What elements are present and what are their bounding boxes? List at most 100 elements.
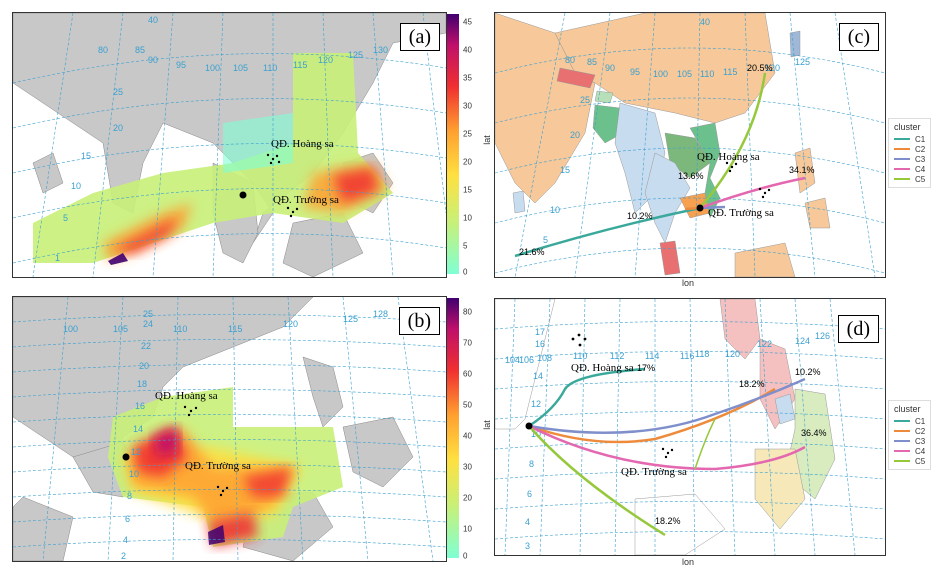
hoang-sa-islands bbox=[266, 153, 281, 165]
trajectory-c1 bbox=[528, 367, 646, 428]
colorbar-tick: 70 bbox=[463, 338, 472, 348]
lat-tick: 1 bbox=[55, 253, 60, 263]
colorbar-tick: 35 bbox=[463, 73, 472, 83]
lat-tick: 10 bbox=[550, 205, 560, 215]
density-heatmap bbox=[108, 387, 343, 547]
land-mass bbox=[282, 212, 364, 277]
lon-tick: 124 bbox=[795, 336, 810, 346]
lat-tick: 22 bbox=[141, 341, 151, 351]
lon-tick: 100 bbox=[205, 63, 220, 73]
panel-d-label: (d) bbox=[837, 315, 879, 343]
land-mass bbox=[32, 152, 64, 194]
country-taiwan bbox=[719, 299, 761, 360]
country-malaysia bbox=[659, 240, 681, 276]
panel-d-xlabel: lon bbox=[682, 557, 695, 567]
hoang-sa-label: QĐ. Hoàng sa bbox=[271, 138, 334, 150]
legend-label: C5 bbox=[915, 174, 926, 184]
colorbar-tick: 50 bbox=[463, 400, 472, 410]
hoang-sa-islands bbox=[571, 333, 587, 347]
lon-tick: 40 bbox=[148, 15, 158, 25]
lon-tick: 125 bbox=[343, 314, 358, 324]
trajectory-c4 bbox=[699, 176, 806, 210]
lat-tick: 4 bbox=[525, 517, 530, 527]
cluster-percentage: 13.6% bbox=[678, 171, 704, 181]
lat-tick: 8 bbox=[529, 459, 534, 469]
lon-tick: 120 bbox=[765, 63, 780, 73]
hoang-sa-islands bbox=[183, 405, 198, 417]
country-borneo bbox=[754, 448, 806, 530]
hoang-sa-label: QĐ. Hoàng sa bbox=[155, 390, 218, 402]
panel-b-map: 100 105 110 115 120 125 128 25 24 22 20 … bbox=[12, 296, 447, 562]
legend-item: C4 bbox=[894, 164, 925, 174]
trajectory-c5 bbox=[528, 425, 666, 537]
trajectory-c4 bbox=[528, 424, 806, 471]
lon-tick: 105 bbox=[677, 69, 692, 79]
panel-a-svg: 40 80 85 90 95 100 105 110 115 120 125 1… bbox=[13, 13, 446, 277]
legend-label: C1 bbox=[915, 134, 926, 144]
colorbar-tick: 40 bbox=[463, 45, 472, 55]
lon-tick: 40 bbox=[700, 17, 710, 27]
lat-tick: 8 bbox=[127, 491, 132, 501]
legend-item: C2 bbox=[894, 144, 925, 154]
lon-tick: 125 bbox=[348, 50, 363, 60]
panel-a-map: 40 80 85 90 95 100 105 110 115 120 125 1… bbox=[12, 12, 447, 278]
lon-tick: 85 bbox=[587, 57, 597, 67]
legend-label: C4 bbox=[915, 164, 926, 174]
legend-label: C2 bbox=[915, 426, 926, 436]
lat-tick: 5 bbox=[543, 235, 548, 245]
station-marker bbox=[696, 204, 704, 212]
country-palawan bbox=[774, 393, 796, 425]
colorbar-tick: 60 bbox=[463, 369, 472, 379]
lat-tick: 25 bbox=[113, 87, 123, 97]
panel-d-legend: cluster C1 C2 C3 C4 C5 bbox=[888, 400, 932, 470]
lat-tick: 5 bbox=[63, 213, 68, 223]
legend-label: C2 bbox=[915, 144, 926, 154]
lon-tick: 95 bbox=[630, 67, 640, 77]
lon-tick: 105 bbox=[233, 63, 248, 73]
lat-tick: 2 bbox=[121, 551, 126, 561]
lon-tick: 100 bbox=[653, 69, 668, 79]
cluster-percentage: 18.2% bbox=[655, 516, 681, 526]
hoang-sa-islands bbox=[725, 161, 738, 173]
lon-tick: 120 bbox=[318, 55, 333, 65]
colorbar-tick: 0 bbox=[463, 267, 468, 277]
country-bhutan bbox=[594, 90, 614, 104]
trajectory-c3 bbox=[528, 377, 806, 434]
lat-tick: 12 bbox=[531, 399, 541, 409]
trajectory-c1 bbox=[514, 206, 701, 258]
colorbar-tick: 10 bbox=[463, 524, 472, 534]
hoang-sa-label: QĐ. Hoàng sa bbox=[697, 151, 760, 163]
lat-tick: 20 bbox=[139, 361, 149, 371]
station-marker bbox=[122, 453, 130, 461]
lon-tick: 104 bbox=[505, 355, 520, 365]
panel-c-svg: 40 80 85 90 95 100 105 110 115 120 125 2… bbox=[495, 13, 885, 277]
lon-tick: 110 bbox=[700, 69, 714, 79]
truong-sa-label: QĐ. Trường sa bbox=[708, 207, 774, 219]
lon-tick: 95 bbox=[176, 60, 186, 70]
legend-item: C3 bbox=[894, 436, 925, 446]
cluster-percentage: 21.6% bbox=[519, 247, 545, 257]
lat-tick: 25 bbox=[143, 309, 153, 319]
legend-label: C4 bbox=[915, 446, 926, 456]
country-bangladesh bbox=[592, 104, 624, 144]
lat-tick: 17 bbox=[535, 327, 545, 337]
graticule bbox=[495, 13, 885, 277]
lon-tick: 80 bbox=[98, 45, 108, 55]
legend-label: C3 bbox=[915, 436, 926, 446]
lon-tick: 118 bbox=[695, 349, 709, 359]
lat-tick: 15 bbox=[560, 165, 570, 175]
lon-tick: 90 bbox=[148, 55, 158, 65]
lon-tick: 128 bbox=[373, 309, 388, 319]
panel-b-svg: 100 105 110 115 120 125 128 25 24 22 20 … bbox=[13, 297, 446, 561]
land-mass bbox=[634, 493, 726, 555]
colorbar-tick: 80 bbox=[463, 307, 472, 317]
truong-sa-islands bbox=[286, 206, 299, 218]
panel-c-map: 40 80 85 90 95 100 105 110 115 120 125 2… bbox=[494, 12, 886, 278]
lat-tick: 14 bbox=[533, 371, 543, 381]
panel-d-map: 104 106 108 110 112 114 116 118 120 122 … bbox=[494, 298, 886, 556]
colorbar-tick: 5 bbox=[463, 241, 468, 251]
land-mass bbox=[302, 356, 344, 428]
cluster-percentage: 36.4% bbox=[801, 428, 827, 438]
lat-tick: 16 bbox=[535, 339, 545, 349]
lon-tick: 106 bbox=[519, 355, 534, 365]
